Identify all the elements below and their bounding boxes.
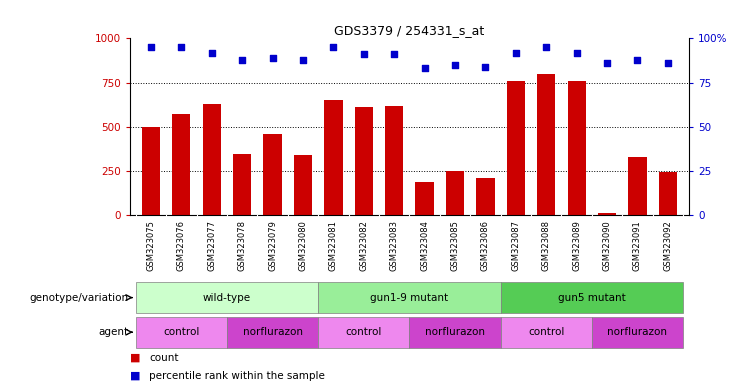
Text: GSM323087: GSM323087 [511, 220, 520, 271]
Text: GSM323081: GSM323081 [329, 220, 338, 271]
Text: GSM323083: GSM323083 [390, 220, 399, 271]
Bar [355, 107, 373, 215]
Bar [598, 213, 617, 215]
Title: GDS3379 / 254331_s_at: GDS3379 / 254331_s_at [334, 24, 485, 37]
Bar [659, 172, 677, 215]
Bar [318, 282, 501, 313]
Point [540, 44, 552, 50]
Text: wild-type: wild-type [203, 293, 251, 303]
Text: GSM323079: GSM323079 [268, 220, 277, 271]
Point [662, 60, 674, 66]
Text: ■: ■ [130, 371, 140, 381]
Text: control: control [528, 327, 565, 337]
Text: GSM323088: GSM323088 [542, 220, 551, 271]
Bar [507, 81, 525, 215]
Text: GSM323075: GSM323075 [147, 220, 156, 271]
Text: control: control [345, 327, 382, 337]
Point [358, 51, 370, 57]
Text: GSM323086: GSM323086 [481, 220, 490, 271]
Text: GSM323090: GSM323090 [602, 220, 611, 271]
Text: GSM323084: GSM323084 [420, 220, 429, 271]
Bar [385, 106, 403, 215]
Point [571, 50, 582, 56]
Bar [628, 157, 647, 215]
Bar [136, 282, 318, 313]
Bar [501, 316, 592, 348]
Text: agent: agent [98, 327, 128, 337]
Text: GSM323082: GSM323082 [359, 220, 368, 271]
Text: GSM323092: GSM323092 [663, 220, 672, 271]
Text: GSM323089: GSM323089 [572, 220, 581, 271]
Text: GSM323091: GSM323091 [633, 220, 642, 271]
Point [236, 56, 248, 63]
Bar [172, 114, 190, 215]
Point [297, 56, 309, 63]
Bar [294, 155, 312, 215]
Text: GSM323078: GSM323078 [238, 220, 247, 271]
Text: control: control [163, 327, 199, 337]
Text: gun5 mutant: gun5 mutant [558, 293, 625, 303]
Text: count: count [149, 353, 179, 362]
Point [510, 50, 522, 56]
Text: norflurazon: norflurazon [242, 327, 302, 337]
Text: norflurazon: norflurazon [608, 327, 668, 337]
Text: norflurazon: norflurazon [425, 327, 485, 337]
Text: ■: ■ [130, 353, 140, 362]
Bar [501, 282, 683, 313]
Bar [446, 171, 464, 215]
Bar [325, 100, 342, 215]
Bar [537, 74, 555, 215]
Point [267, 55, 279, 61]
Point [631, 56, 643, 63]
Point [176, 44, 187, 50]
Bar [476, 178, 494, 215]
Bar [409, 316, 501, 348]
Text: genotype/variation: genotype/variation [29, 293, 128, 303]
Text: GSM323076: GSM323076 [177, 220, 186, 271]
Point [601, 60, 613, 66]
Point [328, 44, 339, 50]
Bar [568, 81, 585, 215]
Text: gun1-9 mutant: gun1-9 mutant [370, 293, 448, 303]
Text: GSM323077: GSM323077 [207, 220, 216, 271]
Bar [592, 316, 683, 348]
Point [479, 64, 491, 70]
Bar [202, 104, 221, 215]
Bar [264, 134, 282, 215]
Text: percentile rank within the sample: percentile rank within the sample [149, 371, 325, 381]
Bar [416, 182, 433, 215]
Point [145, 44, 157, 50]
Bar [136, 316, 227, 348]
Point [449, 62, 461, 68]
Bar [142, 127, 160, 215]
Text: GSM323085: GSM323085 [451, 220, 459, 271]
Point [206, 50, 218, 56]
Bar [227, 316, 318, 348]
Bar [233, 154, 251, 215]
Text: GSM323080: GSM323080 [299, 220, 308, 271]
Bar [318, 316, 409, 348]
Point [388, 51, 400, 57]
Point [419, 65, 431, 71]
